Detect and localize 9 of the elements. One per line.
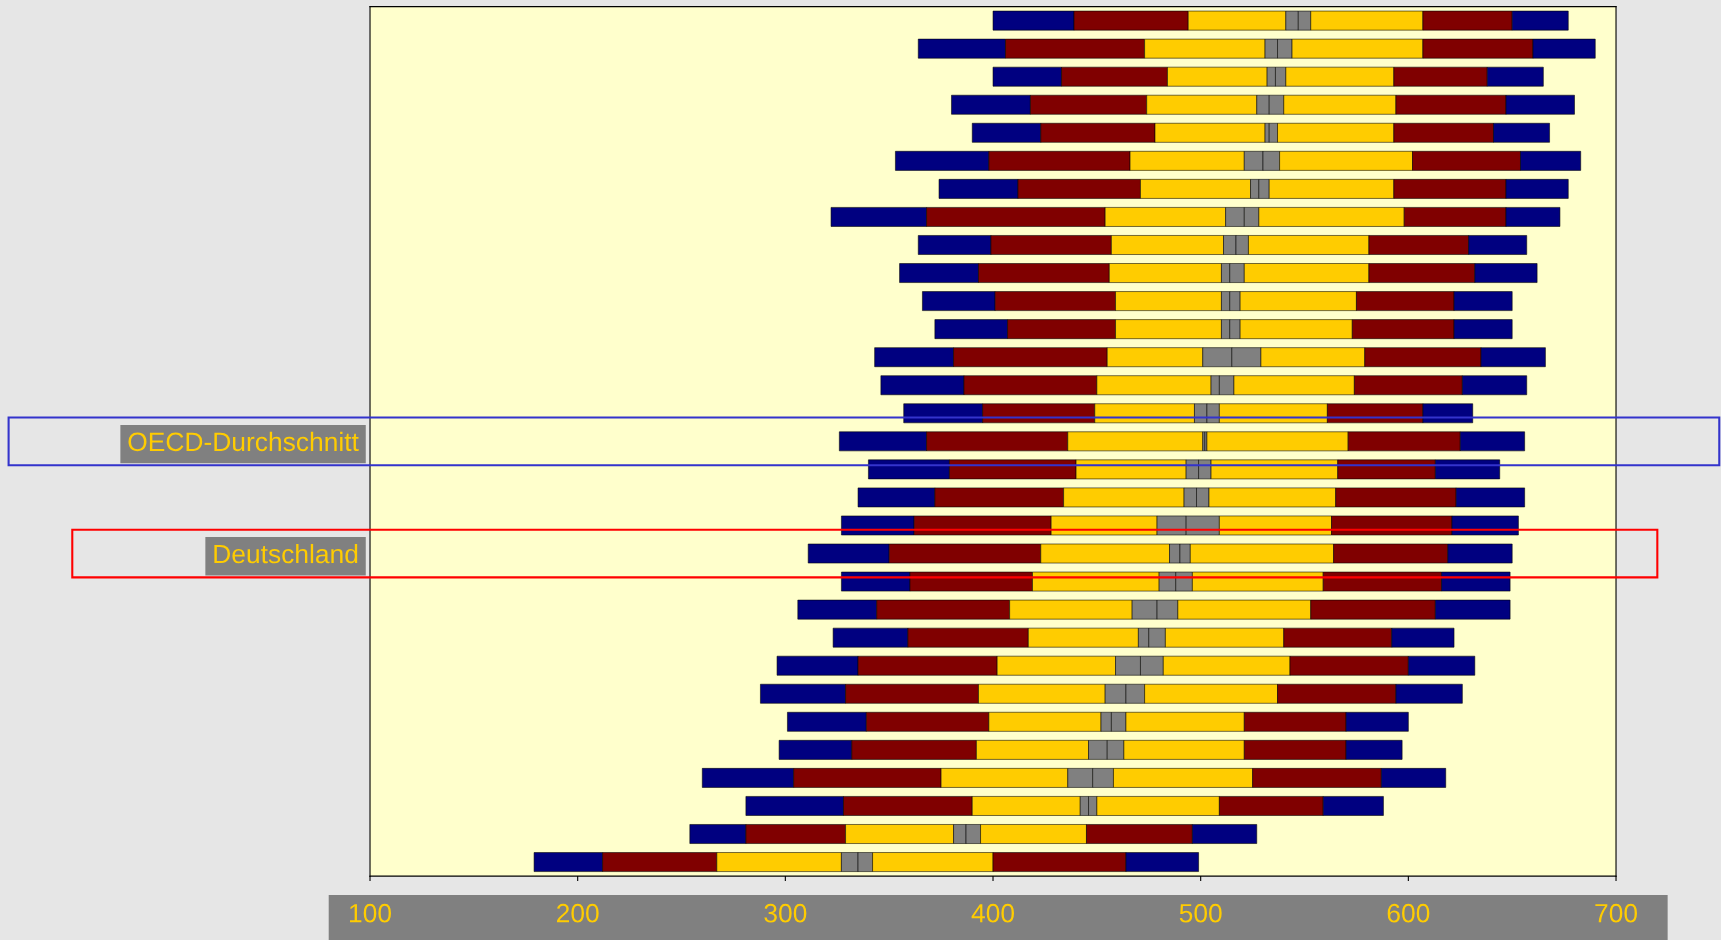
y-tick-label: Deutschland	[214, 543, 358, 564]
x-tick-label: 400	[971, 903, 1014, 923]
x-tick-label: 100	[350, 903, 391, 923]
x-tick-label: 500	[1179, 903, 1222, 923]
x-tick-label: 700	[1595, 903, 1637, 923]
x-tick-label: 200	[557, 903, 599, 923]
y-tick-label: OECD-Durchschnitt	[128, 431, 359, 452]
x-tick-label: 600	[1387, 903, 1430, 923]
x-tick-label: 300	[764, 903, 807, 923]
